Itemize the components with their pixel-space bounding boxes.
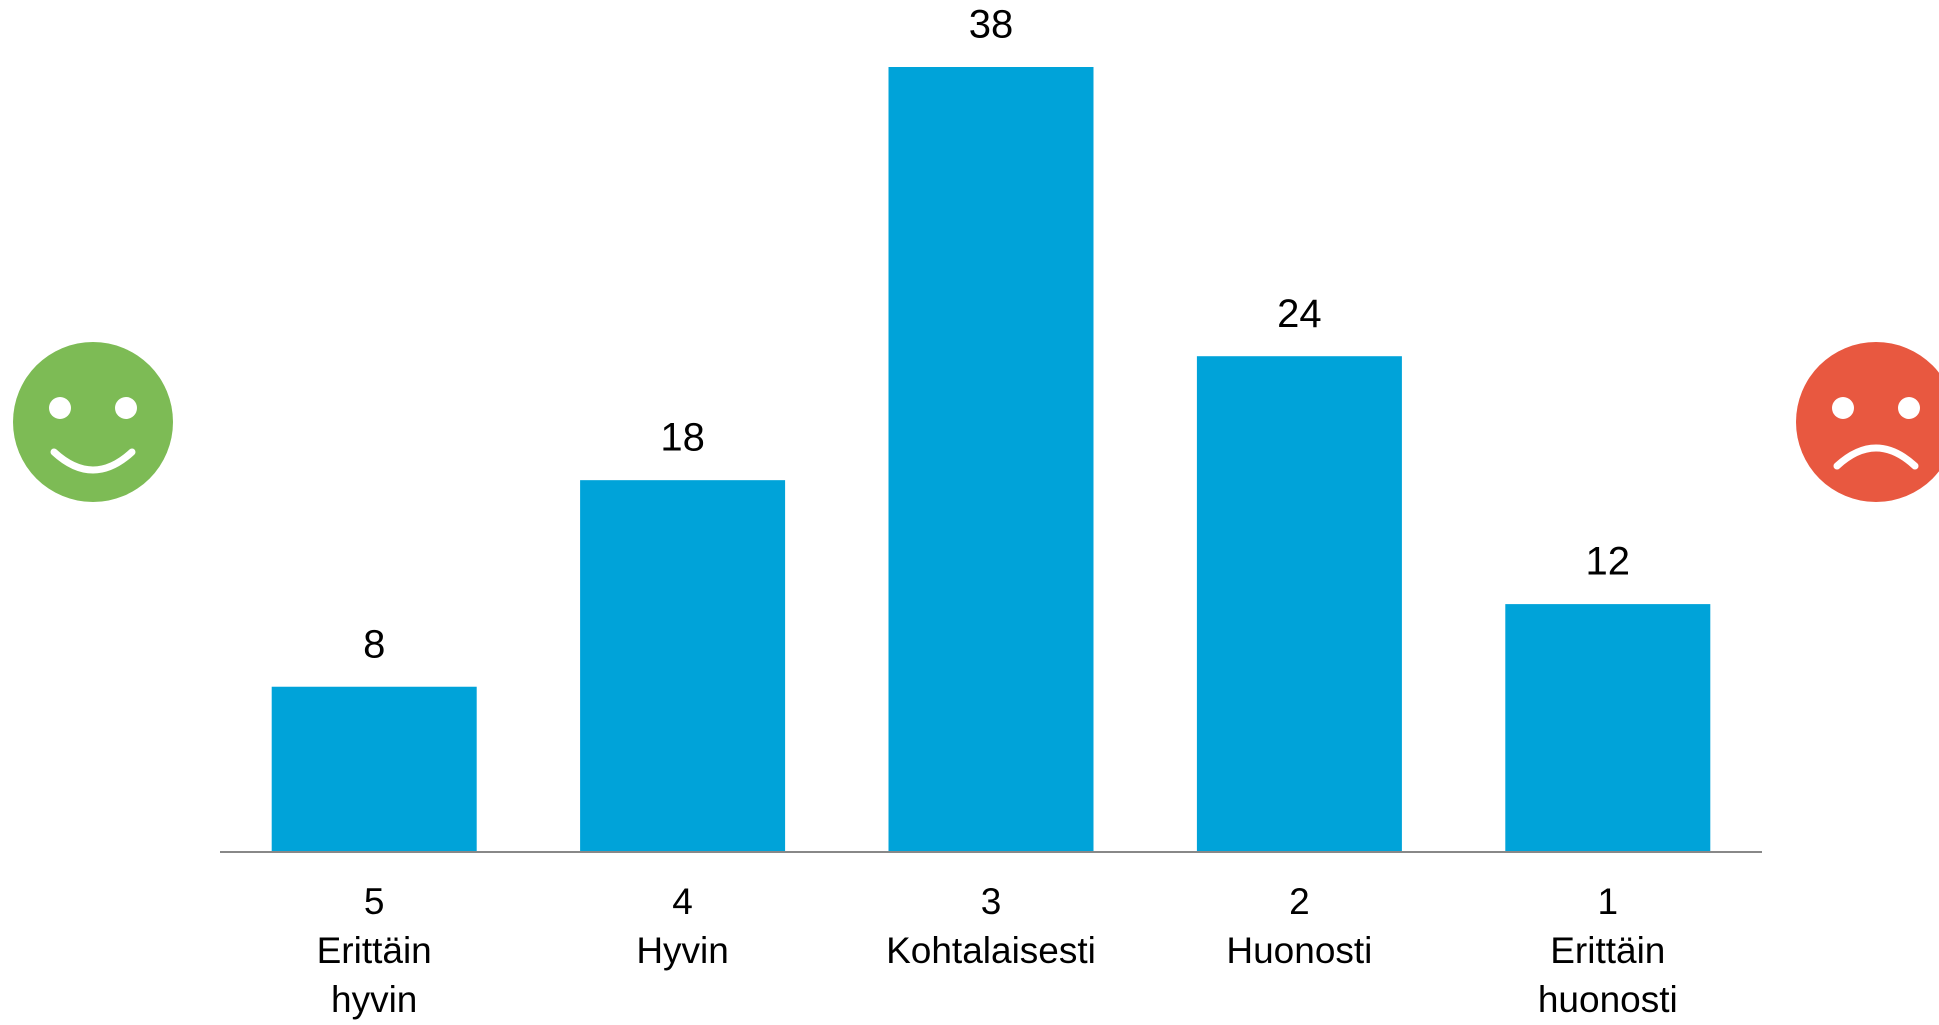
bar [888, 67, 1094, 852]
value-label: 8 [363, 622, 385, 666]
bar [271, 686, 477, 852]
bar [580, 480, 786, 852]
x-tick-label: Erittäin [317, 930, 432, 971]
x-tick-label: huonosti [1538, 979, 1678, 1020]
value-label: 38 [969, 3, 1014, 47]
x-tick-label: Huonosti [1226, 930, 1372, 971]
x-tick-label: Kohtalaisesti [886, 930, 1096, 971]
x-tick-label: Hyvin [636, 930, 729, 971]
value-label: 18 [660, 416, 705, 460]
x-tick-label: 2 [1289, 881, 1310, 922]
value-label: 12 [1586, 540, 1631, 584]
happy-face [13, 342, 173, 502]
x-tick-label: 4 [672, 881, 693, 922]
x-tick-label: 3 [981, 881, 1002, 922]
value-label: 24 [1277, 292, 1322, 336]
x-tick-label: hyvin [331, 979, 417, 1020]
bar [1196, 356, 1402, 852]
bar [1505, 604, 1711, 852]
sad-face [1796, 342, 1939, 502]
x-tick-label: Erittäin [1550, 930, 1665, 971]
x-tick-label: 5 [364, 881, 385, 922]
x-tick-label: 1 [1598, 881, 1619, 922]
